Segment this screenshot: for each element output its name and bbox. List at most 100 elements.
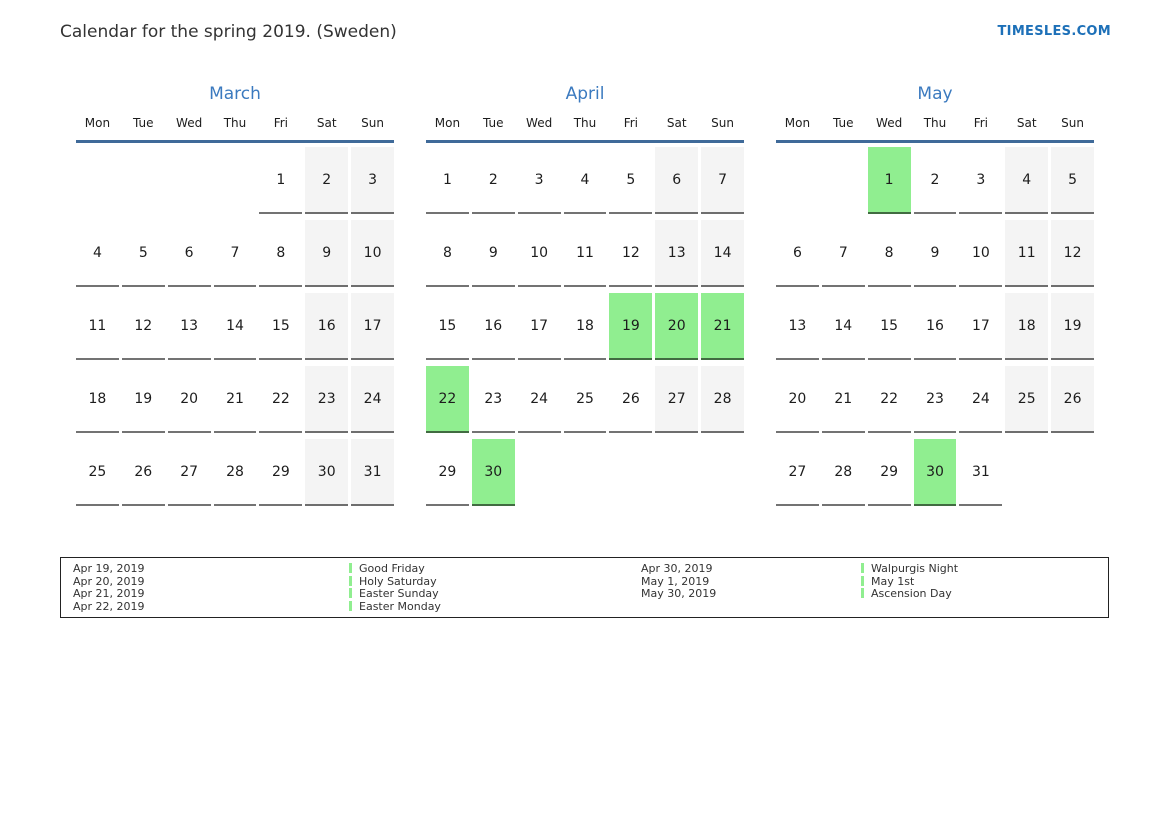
weekend-day-cell: 26 xyxy=(1051,366,1094,433)
empty-cell xyxy=(214,147,257,214)
empty-cell xyxy=(76,147,119,214)
weekend-day-cell: 27 xyxy=(655,366,699,433)
weekday-label-fri: Fri xyxy=(273,116,288,130)
day-cell: 26 xyxy=(121,439,165,506)
day-cell: 23 xyxy=(913,366,957,433)
day-cell: 28 xyxy=(821,439,865,506)
day-cell: 15 xyxy=(426,293,469,360)
day-cell: 14 xyxy=(821,293,865,360)
day-cell: 25 xyxy=(563,366,607,433)
legend-date: May 30, 2019 xyxy=(641,587,717,601)
holiday-marker-icon xyxy=(349,600,352,611)
day-cell: 6 xyxy=(776,220,819,287)
day-cell: 24 xyxy=(517,366,561,433)
day-cell: 8 xyxy=(426,220,469,287)
day-cell: 1 xyxy=(426,147,469,214)
holiday-marker-icon xyxy=(861,588,864,599)
legend-dates-col-2: Apr 30, 2019 May 1, 2019 May 30, 2019 xyxy=(641,562,717,601)
weekday-label-wed: Wed xyxy=(876,116,903,130)
day-cell: 18 xyxy=(563,293,607,360)
weekday-label-fri: Fri xyxy=(973,116,988,130)
day-cell: 8 xyxy=(867,220,911,287)
weekday-label-mon: Mon xyxy=(434,116,461,130)
day-cell: 17 xyxy=(959,293,1003,360)
weekday-label-sat: Sat xyxy=(316,116,337,130)
day-cell: 29 xyxy=(259,439,303,506)
legend-date: May 1, 2019 xyxy=(641,574,710,588)
weekend-day-cell: 3 xyxy=(351,147,394,214)
empty-cell xyxy=(701,439,744,506)
day-cell: 11 xyxy=(563,220,607,287)
day-cell: 6 xyxy=(167,220,211,287)
day-cell: 9 xyxy=(913,220,957,287)
legend-holiday-label: Holy Saturday xyxy=(359,574,437,588)
weekend-day-cell: 13 xyxy=(655,220,699,287)
holiday-marker-icon xyxy=(349,563,352,573)
weekend-day-cell: 18 xyxy=(1005,293,1049,360)
day-cell: 3 xyxy=(517,147,561,214)
legend-dates-col-1: Apr 19, 2019 Apr 20, 2019 Apr 21, 2019 Apr … xyxy=(73,562,145,613)
weekday-label-sun: Sun xyxy=(1061,116,1084,130)
weekday-label-thu: Thu xyxy=(223,116,247,130)
day-cell: 31 xyxy=(959,439,1003,506)
weekday-header-row: Mon Tue Wed Thu Fri Sat Sun xyxy=(426,116,744,143)
legend-holiday-label: Good Friday xyxy=(359,562,425,575)
legend-date: Apr 22, 2019 xyxy=(73,599,145,613)
calendar-may: May Mon Tue Wed Thu Fri Sat Sun 1 2 3 4 5 6 7 8 9 10 11 12 1… xyxy=(776,84,1094,506)
weekend-day-cell: 30 xyxy=(305,439,349,506)
legend-holiday-label: May 1st xyxy=(871,574,915,588)
weekend-day-cell: 25 xyxy=(1005,366,1049,433)
day-cell: 23 xyxy=(471,366,515,433)
day-cell: 21 xyxy=(821,366,865,433)
legend-holiday-name: Holy Saturday xyxy=(349,574,441,589)
day-cell: 27 xyxy=(167,439,211,506)
day-cell: 29 xyxy=(867,439,911,506)
holiday-marker-icon xyxy=(349,575,352,586)
empty-cell xyxy=(655,439,698,506)
empty-cell xyxy=(168,147,211,214)
weekend-day-cell: 14 xyxy=(701,220,744,287)
weekend-day-cell: 4 xyxy=(1005,147,1049,214)
day-cell: 24 xyxy=(959,366,1003,433)
month-title-may: May xyxy=(917,84,953,104)
weekend-day-cell: 2 xyxy=(305,147,349,214)
day-cell: 28 xyxy=(213,439,257,506)
holiday-day-cell: 22 xyxy=(426,366,469,433)
month-title-april: April xyxy=(565,84,605,104)
weekday-label-sun: Sun xyxy=(361,116,384,130)
day-cell: 27 xyxy=(776,439,819,506)
weekday-label-fri: Fri xyxy=(623,116,638,130)
day-cell: 18 xyxy=(76,366,119,433)
weekday-label-wed: Wed xyxy=(526,116,553,130)
day-cell: 13 xyxy=(776,293,819,360)
holiday-marker-icon xyxy=(349,588,352,599)
day-cell: 2 xyxy=(913,147,957,214)
page-title: Calendar for the spring 2019. (Sweden) xyxy=(60,22,397,42)
weekend-day-cell: 23 xyxy=(305,366,349,433)
day-cell: 16 xyxy=(471,293,515,360)
day-cell: 7 xyxy=(213,220,257,287)
month-title-march: March xyxy=(209,84,261,104)
empty-cell xyxy=(776,147,819,214)
site-link[interactable]: TIMESLES.COM xyxy=(997,24,1111,39)
empty-cell xyxy=(564,439,607,506)
weekday-label-sat: Sat xyxy=(1016,116,1037,130)
holiday-marker-icon xyxy=(861,563,864,573)
day-cell: 19 xyxy=(121,366,165,433)
day-cell: 25 xyxy=(76,439,119,506)
day-cell: 15 xyxy=(259,293,303,360)
weekend-day-cell: 24 xyxy=(351,366,394,433)
weekend-day-cell: 9 xyxy=(305,220,349,287)
calendars: March Mon Tue Wed Thu Fri Sat Sun 1 2 3 4 5 6 7 8 9 10 11 1… xyxy=(76,84,1094,506)
weekday-header-row: Mon Tue Wed Thu Fri Sat Sun xyxy=(776,116,1094,143)
legend-names-col-2: Walpurgis Night May 1st Ascension Day xyxy=(861,562,958,601)
weekday-label-tue: Tue xyxy=(133,116,154,130)
day-cell: 7 xyxy=(821,220,865,287)
weekend-day-cell: 19 xyxy=(1051,293,1094,360)
weekday-label-sat: Sat xyxy=(666,116,687,130)
day-cell: 20 xyxy=(167,366,211,433)
weekday-label-tue: Tue xyxy=(833,116,854,130)
weekend-day-cell: 6 xyxy=(655,147,699,214)
day-cell: 4 xyxy=(76,220,119,287)
legend-date: Apr 19, 2019 xyxy=(73,562,145,575)
